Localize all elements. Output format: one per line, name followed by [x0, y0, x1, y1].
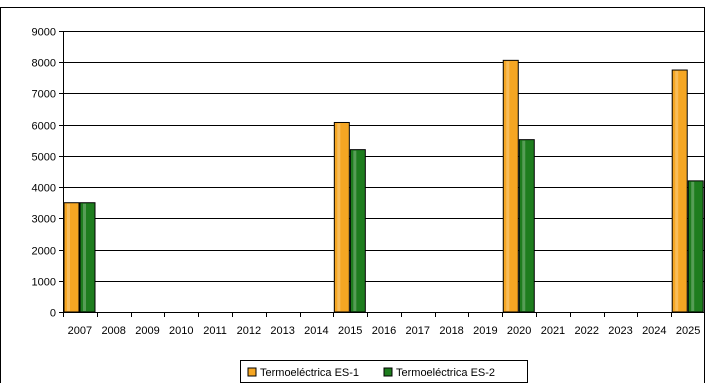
x-tick-label: 2025: [676, 325, 700, 337]
legend-label: Termoeléctrica ES-1: [260, 367, 359, 379]
legend-swatch: [247, 367, 257, 377]
x-tick-label: 2020: [507, 325, 531, 337]
legend-label: Termoeléctrica ES-2: [396, 367, 495, 379]
x-tick-label: 2021: [541, 325, 565, 337]
bar: [687, 180, 704, 313]
x-tick-label: 2018: [439, 325, 463, 337]
bar: [349, 149, 366, 313]
y-tick-label: 2000: [32, 246, 56, 258]
x-tick-label: 2009: [135, 325, 159, 337]
y-tick-label: 0: [50, 308, 56, 320]
bar: [502, 59, 519, 313]
bar: [671, 69, 688, 313]
legend-swatch: [383, 367, 393, 377]
y-tick-label: 3000: [32, 214, 56, 226]
x-tick-label: 2016: [372, 325, 396, 337]
bar: [518, 139, 535, 313]
bar: [333, 121, 350, 313]
bar: [79, 202, 96, 313]
x-tick-label: 2012: [237, 325, 261, 337]
x-tick-label: 2024: [642, 325, 666, 337]
x-tick-label: 2008: [101, 325, 125, 337]
x-tick-label: 2007: [68, 325, 92, 337]
y-tick-label: 5000: [32, 152, 56, 164]
y-tick-label: 8000: [32, 58, 56, 70]
x-tick-label: 2017: [406, 325, 430, 337]
x-tick-label: 2023: [608, 325, 632, 337]
y-tick-label: 1000: [32, 277, 56, 289]
y-tick-label: 7000: [32, 89, 56, 101]
x-tick-label: 2015: [338, 325, 362, 337]
x-tick-label: 2010: [169, 325, 193, 337]
y-tick-label: 9000: [32, 27, 56, 39]
y-tick-label: 6000: [32, 121, 56, 133]
x-tick-label: 2022: [574, 325, 598, 337]
y-tick-label: 4000: [32, 183, 56, 195]
x-tick-label: 2019: [473, 325, 497, 337]
x-tick-label: 2014: [304, 325, 328, 337]
bar: [63, 202, 80, 313]
x-tick-label: 2011: [203, 325, 227, 337]
x-tick-label: 2013: [270, 325, 294, 337]
